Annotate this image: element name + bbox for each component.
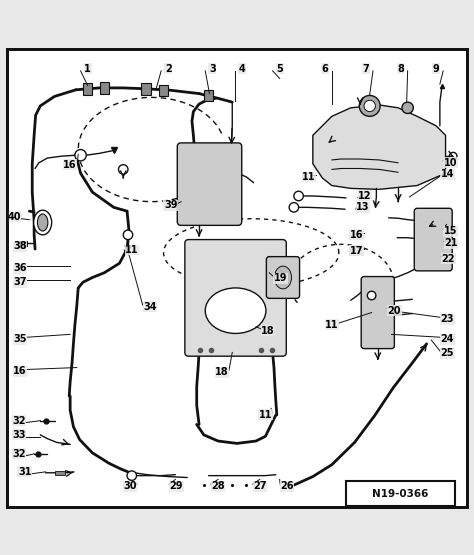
Text: 14: 14 <box>441 169 454 179</box>
Text: 15: 15 <box>444 226 457 236</box>
FancyBboxPatch shape <box>177 143 242 225</box>
Text: 2: 2 <box>165 64 172 74</box>
Text: 8: 8 <box>397 64 404 74</box>
Text: 11: 11 <box>302 172 316 182</box>
Text: 3: 3 <box>209 64 216 74</box>
Polygon shape <box>313 105 446 189</box>
Circle shape <box>449 153 457 160</box>
Circle shape <box>127 471 137 481</box>
FancyBboxPatch shape <box>414 208 452 271</box>
Text: 1: 1 <box>84 64 91 74</box>
Text: 24: 24 <box>441 334 454 344</box>
Text: 27: 27 <box>253 481 266 491</box>
Text: 29: 29 <box>170 481 183 491</box>
Circle shape <box>364 100 375 112</box>
Text: 18: 18 <box>215 367 228 377</box>
Text: 11: 11 <box>259 410 272 420</box>
Text: 10: 10 <box>444 158 457 168</box>
Text: 5: 5 <box>276 64 283 74</box>
Bar <box>100 82 109 94</box>
Text: 26: 26 <box>281 481 294 491</box>
Circle shape <box>359 95 380 117</box>
Bar <box>83 83 92 94</box>
Text: 35: 35 <box>13 334 27 344</box>
Text: 16: 16 <box>13 366 27 376</box>
Text: 7: 7 <box>363 64 369 74</box>
Text: N19-0366: N19-0366 <box>373 488 428 498</box>
Text: 39: 39 <box>164 200 177 210</box>
Bar <box>55 471 65 475</box>
Ellipse shape <box>205 288 266 334</box>
Text: 38: 38 <box>13 241 27 251</box>
Bar <box>20 241 27 246</box>
Circle shape <box>289 203 299 212</box>
Text: 23: 23 <box>441 314 454 324</box>
Ellipse shape <box>274 266 292 289</box>
Text: 17: 17 <box>350 246 363 256</box>
Text: 40: 40 <box>8 212 21 222</box>
Bar <box>141 83 151 94</box>
Text: 22: 22 <box>442 254 455 264</box>
Text: 21: 21 <box>445 238 458 249</box>
Bar <box>159 84 168 96</box>
FancyBboxPatch shape <box>185 240 286 356</box>
Circle shape <box>123 230 133 240</box>
Text: 4: 4 <box>238 64 245 74</box>
Text: 25: 25 <box>441 349 454 359</box>
Ellipse shape <box>37 214 48 231</box>
Bar <box>346 481 455 506</box>
FancyBboxPatch shape <box>361 276 394 349</box>
Text: 28: 28 <box>211 481 225 491</box>
Ellipse shape <box>34 210 52 235</box>
Circle shape <box>294 191 303 201</box>
Text: 30: 30 <box>123 481 137 491</box>
Text: 17: 17 <box>350 246 363 256</box>
Text: 32: 32 <box>12 449 26 459</box>
Text: 13: 13 <box>356 203 370 213</box>
Text: 12: 12 <box>358 191 372 201</box>
Text: 18: 18 <box>261 326 274 336</box>
Circle shape <box>75 149 86 161</box>
Text: 33: 33 <box>12 430 26 440</box>
Text: 31: 31 <box>18 467 31 477</box>
Text: 20: 20 <box>388 306 401 316</box>
Text: 34: 34 <box>143 302 156 312</box>
Text: 16: 16 <box>350 230 363 240</box>
Bar <box>204 90 213 101</box>
Text: 9: 9 <box>433 64 439 74</box>
Text: 11: 11 <box>125 245 138 255</box>
Text: 11: 11 <box>325 320 338 330</box>
Circle shape <box>367 291 376 300</box>
Text: 32: 32 <box>12 416 26 426</box>
Text: 36: 36 <box>13 263 27 273</box>
Circle shape <box>118 165 128 174</box>
Text: 6: 6 <box>321 64 328 74</box>
Text: 37: 37 <box>13 278 27 287</box>
FancyBboxPatch shape <box>266 256 300 299</box>
Circle shape <box>402 102 413 113</box>
Text: 16: 16 <box>64 160 77 170</box>
Text: 19: 19 <box>274 274 287 284</box>
